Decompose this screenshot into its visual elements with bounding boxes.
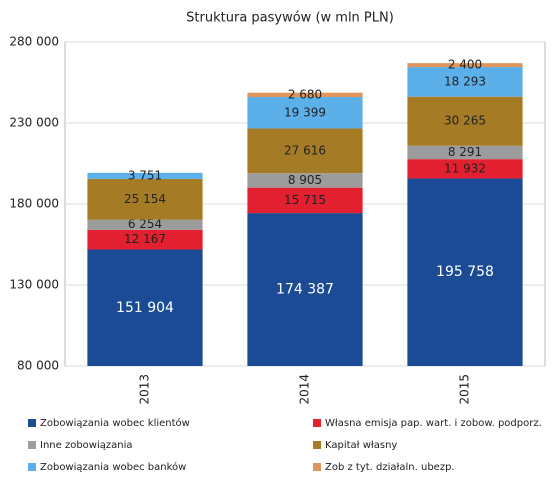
data-label: 2 680	[288, 87, 322, 101]
legend-swatch	[28, 419, 36, 427]
legend-swatch	[28, 441, 36, 449]
bar-segment	[247, 173, 363, 188]
legend-swatch	[313, 463, 321, 471]
legend-label: Kapitał własny	[325, 440, 397, 451]
bar-segment	[247, 213, 363, 366]
data-label: 27 616	[284, 143, 326, 157]
bar-segment	[407, 96, 523, 146]
bar-segment	[87, 178, 203, 220]
bar-segment	[87, 229, 203, 250]
bar-segment	[87, 249, 203, 366]
bar-segment	[407, 67, 523, 97]
data-label: 3 751	[128, 168, 162, 182]
data-label: 8 291	[448, 145, 482, 159]
data-label: 19 399	[284, 105, 326, 119]
bar-segment	[247, 187, 363, 214]
bar-segment	[247, 128, 363, 174]
y-tick-label: 80 000	[17, 359, 59, 373]
bar-segment	[87, 172, 203, 179]
bar-segment	[407, 178, 523, 366]
bar-segment	[247, 92, 363, 98]
legend-label: Zobowiązania wobec banków	[40, 461, 186, 473]
data-label: 15 715	[284, 193, 326, 207]
data-label: 174 387	[276, 282, 334, 298]
data-label: 6 254	[128, 217, 162, 231]
y-tick-label: 230 000	[9, 116, 59, 130]
data-label: 8 905	[288, 173, 322, 187]
data-label: 30 265	[444, 114, 486, 128]
y-tick-label: 280 000	[9, 35, 59, 49]
y-tick-label: 180 000	[9, 197, 59, 211]
data-label: 11 932	[444, 161, 486, 175]
x-tick-label: 2015	[458, 374, 472, 405]
data-label: 2 400	[448, 58, 482, 72]
data-label: 12 167	[124, 232, 166, 246]
y-tick-label: 130 000	[9, 278, 59, 292]
legend-swatch	[28, 463, 36, 471]
bar-segment	[407, 159, 523, 179]
legend-label: Zob z tyt. działaln. ubezp.	[325, 462, 455, 473]
legend-swatch	[313, 441, 321, 449]
x-tick-label: 2013	[138, 374, 152, 405]
data-label: 195 758	[436, 264, 494, 280]
bar-segment	[87, 219, 203, 230]
x-tick-label: 2014	[298, 374, 312, 405]
bar-segment	[407, 63, 523, 68]
bar-segment	[407, 145, 523, 160]
legend-label: Zobowiązania wobec klientów	[40, 417, 190, 429]
data-label: 18 293	[444, 74, 486, 88]
legend-swatch	[313, 419, 321, 427]
data-label: 25 154	[124, 192, 166, 206]
legend-label: Inne zobowiązania	[40, 440, 133, 451]
legend-label: Własna emisja pap. wart. i zobow. podpor…	[325, 418, 542, 429]
chart-title: Struktura pasywów (w mln PLN)	[186, 11, 394, 26]
bar-segment	[247, 97, 363, 129]
data-label: 151 904	[116, 300, 174, 316]
